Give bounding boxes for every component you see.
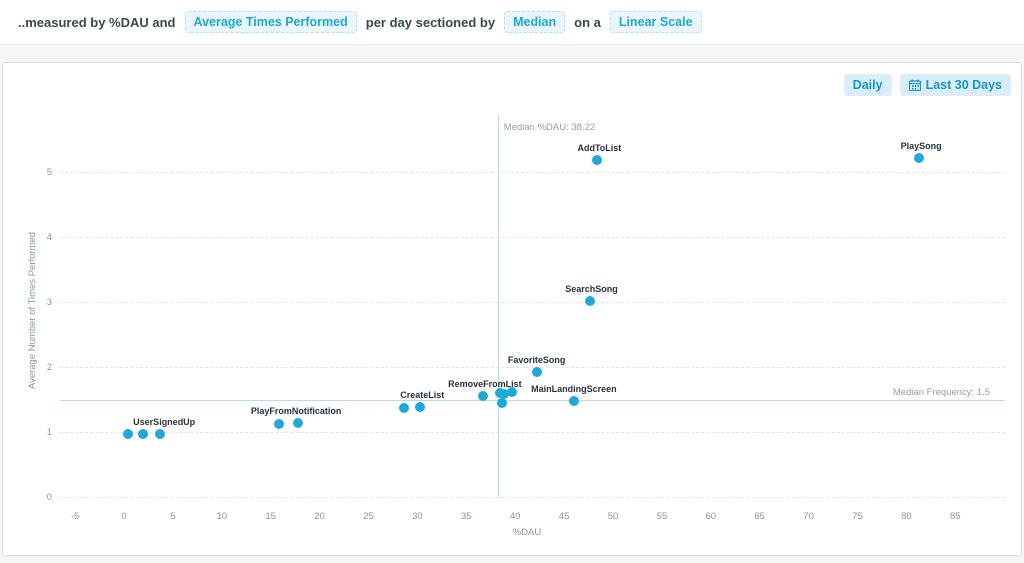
chart-card <box>2 62 1022 556</box>
event-point[interactable] <box>398 402 409 413</box>
x-axis-tick-label: 70 <box>803 511 814 522</box>
x-axis-tick-label: 10 <box>216 511 228 522</box>
x-axis-tick-label: 30 <box>412 511 423 522</box>
x-axis-tick-label: 65 <box>754 511 765 522</box>
calendar-icon <box>908 79 921 91</box>
event-point-mainlandingscreen[interactable] <box>568 395 579 406</box>
event-label: MainLandingScreen <box>531 383 617 394</box>
x-axis-tick-label: 15 <box>265 511 276 522</box>
median-dau-label: Median %DAU: 38.22 <box>503 122 596 133</box>
event-point[interactable] <box>507 386 518 397</box>
x-axis-tick-label: 0 <box>121 511 127 522</box>
event-point-playsong[interactable] <box>914 153 925 164</box>
y-gridline <box>60 237 1005 238</box>
scale-selector-chip[interactable]: Linear Scale <box>609 11 702 33</box>
interval-button[interactable]: Daily <box>843 74 892 96</box>
query-connector-text: on a <box>574 14 601 30</box>
y-axis-tick-label: 0 <box>46 491 52 503</box>
x-axis-tick-label: 5 <box>170 511 176 522</box>
x-axis-tick-label: 25 <box>363 511 374 522</box>
x-axis-tick-label: 85 <box>950 511 961 522</box>
event-label: PlayFromNotification <box>250 405 342 416</box>
event-point[interactable] <box>137 428 148 439</box>
median-frequency-line <box>60 399 1005 401</box>
event-point-addtolist[interactable] <box>592 155 603 166</box>
x-axis-tick-label: 35 <box>461 511 472 522</box>
event-label: RemoveFromList <box>448 378 522 389</box>
chart-toolbar: Daily Last 30 Days <box>843 74 1011 96</box>
date-range-button[interactable]: Last 30 Days <box>899 74 1011 96</box>
y-axis-tick-label: 5 <box>46 166 52 178</box>
y-axis-tick-label: 4 <box>46 231 52 243</box>
query-sentence-bar: ..measured by %DAU and Average Times Per… <box>0 0 1024 45</box>
event-label: FavoriteSong <box>507 354 566 365</box>
x-axis-tick-label: 40 <box>509 511 521 522</box>
event-point[interactable] <box>122 428 133 439</box>
y-axis-title: Average Number of Times Performed <box>27 231 38 390</box>
event-label: SearchSong <box>565 283 618 294</box>
x-axis-tick-label: 80 <box>901 511 912 522</box>
x-axis-tick-label: 55 <box>656 511 668 522</box>
event-label: AddToList <box>577 143 622 154</box>
y-axis-tick-label: 1 <box>46 426 52 438</box>
event-point-searchsong[interactable] <box>584 295 595 306</box>
x-axis-tick-label: 75 <box>852 511 863 522</box>
x-axis-tick-label: 60 <box>705 511 717 522</box>
y-gridline <box>60 172 1005 173</box>
event-label: UserSignedUp <box>133 416 196 427</box>
y-gridline <box>60 302 1005 303</box>
median-frequency-label: Median Frequency: 1.5 <box>892 386 990 398</box>
interval-button-label: Daily <box>852 78 883 92</box>
event-point-createlist[interactable] <box>415 402 426 413</box>
query-middle-text: per day sectioned by <box>365 14 496 30</box>
x-axis-title: %DAU <box>512 527 542 538</box>
date-range-button-label: Last 30 Days <box>925 78 1002 92</box>
metric-selector-chip[interactable]: Average Times Performed <box>184 11 357 33</box>
event-point[interactable] <box>499 389 510 400</box>
event-point-playfromnotification[interactable] <box>293 417 304 428</box>
x-axis-tick-label: 20 <box>314 511 325 522</box>
y-axis-tick-label: 3 <box>46 296 52 308</box>
y-gridline <box>60 497 1005 498</box>
x-axis-tick-label: -5 <box>70 511 80 522</box>
event-label: PlaySong <box>900 141 942 152</box>
query-prefix-text: ..measured by %DAU and <box>18 14 176 30</box>
y-gridline <box>60 432 1005 433</box>
median-dau-line <box>497 115 499 497</box>
x-axis-tick-label: 50 <box>607 511 619 522</box>
section-selector-chip[interactable]: Median <box>504 11 566 33</box>
event-point-removefromlist[interactable] <box>477 390 488 401</box>
event-point[interactable] <box>273 419 284 430</box>
x-axis-tick-label: 45 <box>558 511 570 522</box>
y-axis-tick-label: 2 <box>46 361 52 373</box>
event-point-favoritesong[interactable] <box>531 366 542 377</box>
event-point-usersignedup[interactable] <box>155 428 166 439</box>
event-label: CreateList <box>400 390 445 401</box>
event-point[interactable] <box>496 398 507 409</box>
